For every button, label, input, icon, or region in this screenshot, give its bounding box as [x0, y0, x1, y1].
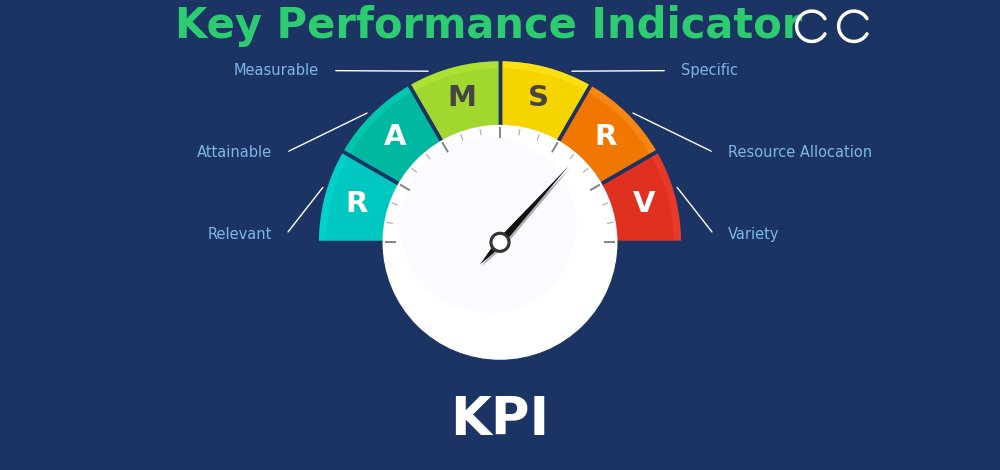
- Wedge shape: [411, 61, 498, 91]
- Polygon shape: [481, 168, 571, 266]
- Text: M: M: [447, 85, 476, 112]
- Text: R: R: [594, 123, 616, 151]
- Polygon shape: [307, 243, 693, 470]
- Text: S: S: [528, 85, 549, 112]
- Circle shape: [401, 137, 576, 313]
- Wedge shape: [558, 86, 657, 184]
- Polygon shape: [480, 166, 569, 265]
- Wedge shape: [588, 86, 656, 154]
- Text: V: V: [633, 190, 655, 218]
- Text: Specific: Specific: [681, 63, 738, 78]
- Text: Attainable: Attainable: [197, 145, 272, 160]
- Wedge shape: [651, 153, 681, 241]
- Wedge shape: [410, 61, 500, 141]
- Text: Resource Allocation: Resource Allocation: [728, 145, 872, 160]
- Text: Relevant: Relevant: [208, 227, 272, 242]
- Text: A: A: [383, 123, 406, 151]
- Text: KPI: KPI: [450, 394, 550, 446]
- Wedge shape: [500, 61, 590, 141]
- Wedge shape: [319, 152, 399, 243]
- Circle shape: [495, 237, 501, 243]
- Text: Variety: Variety: [728, 227, 779, 242]
- Wedge shape: [319, 153, 349, 241]
- Wedge shape: [601, 152, 681, 243]
- Wedge shape: [502, 61, 589, 91]
- Wedge shape: [343, 86, 442, 184]
- Text: R: R: [345, 190, 367, 218]
- Circle shape: [493, 235, 507, 249]
- Circle shape: [383, 125, 617, 359]
- Wedge shape: [344, 86, 412, 154]
- Text: Key Performance Indicator: Key Performance Indicator: [175, 5, 802, 47]
- Circle shape: [490, 232, 510, 252]
- Text: Measurable: Measurable: [234, 63, 319, 78]
